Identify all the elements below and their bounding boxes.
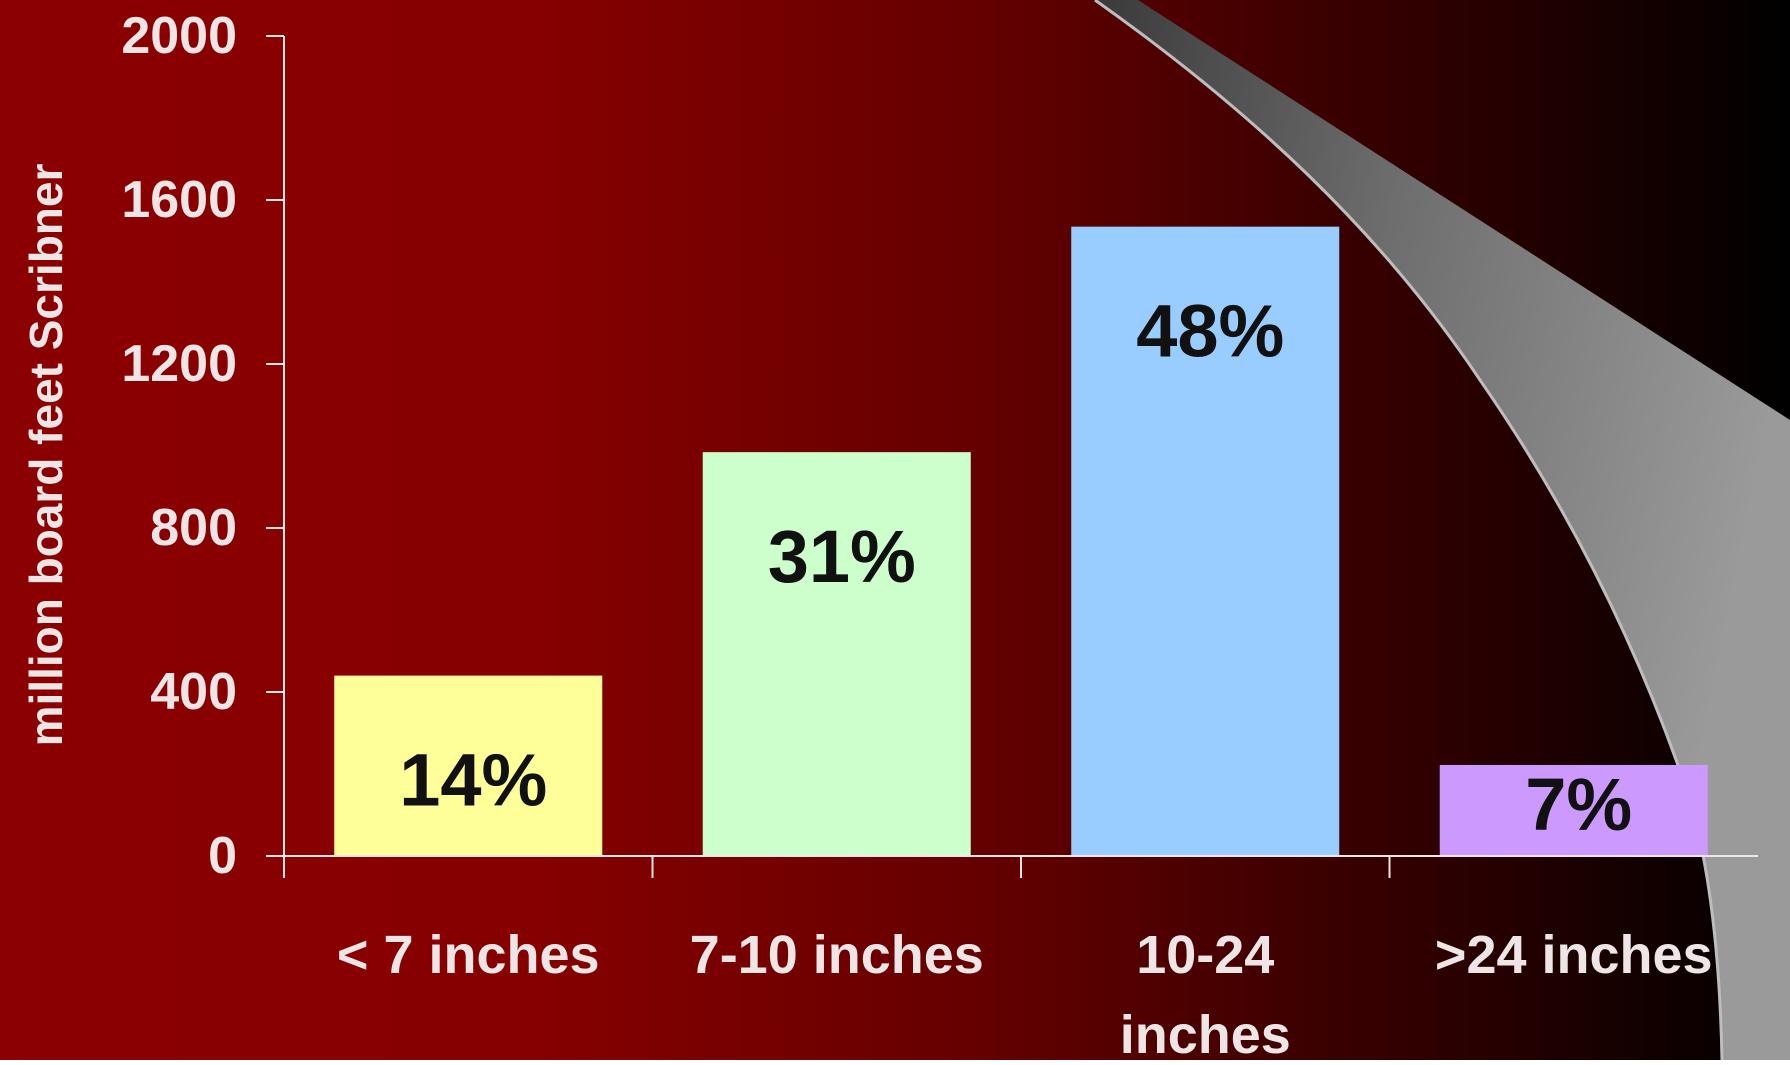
x-tick-label: < 7 inches — [337, 925, 600, 985]
page-curl-decoration — [1095, 0, 1790, 1060]
y-tick-label: 400 — [150, 663, 237, 721]
data-label: 7% — [1525, 763, 1632, 846]
y-tick-label: 2000 — [121, 7, 237, 65]
data-label: 14% — [399, 739, 547, 822]
x-tick-label: 7-10 inches — [690, 925, 984, 985]
y-axis-title: million board feet Scribner — [20, 164, 72, 747]
bar — [1071, 226, 1340, 856]
x-tick-label: inches — [1120, 1005, 1291, 1060]
x-tick-label: 10-24 — [1136, 925, 1274, 985]
data-label: 48% — [1136, 290, 1284, 373]
bar — [702, 452, 971, 856]
x-tick-label: >24 inches — [1435, 925, 1713, 985]
page-curl-edge — [1094, 0, 1724, 1061]
bar — [334, 675, 603, 856]
y-tick-label: 800 — [150, 499, 237, 557]
y-tick-label: 0 — [208, 827, 237, 885]
y-tick-label: 1600 — [121, 171, 237, 229]
y-tick-label: 1200 — [121, 335, 237, 393]
bar — [1439, 764, 1708, 856]
data-label: 31% — [768, 515, 916, 598]
